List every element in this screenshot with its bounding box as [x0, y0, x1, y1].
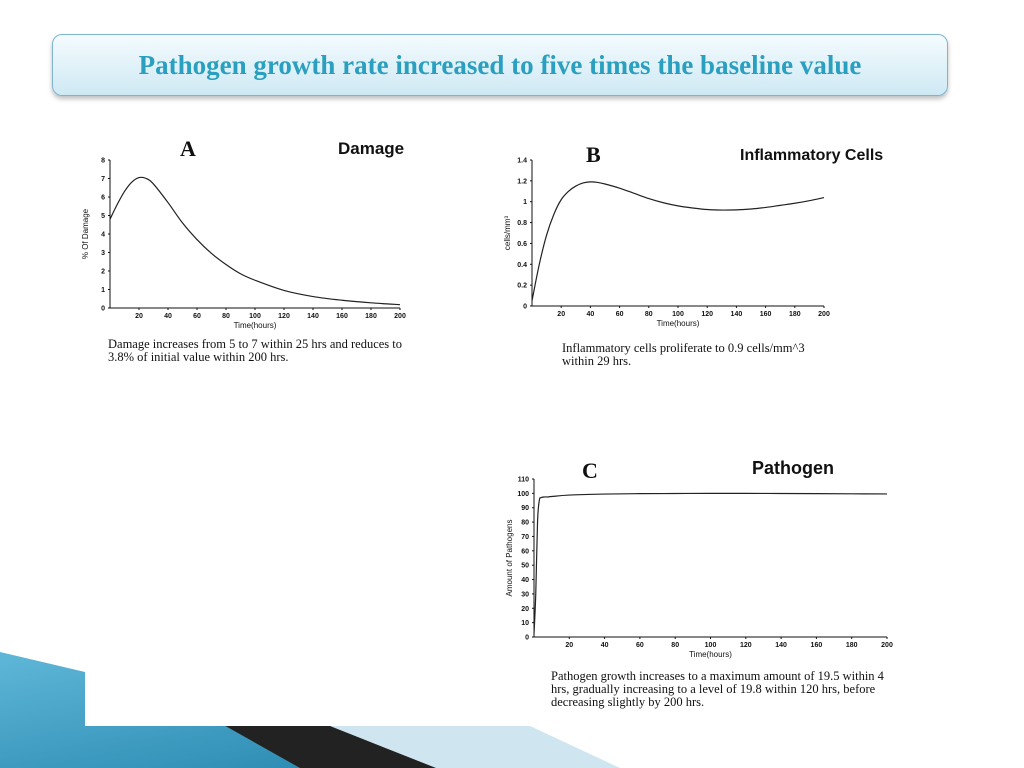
x-tick-label: 120: [701, 311, 713, 318]
x-tick-label: 160: [760, 311, 772, 318]
x-tick-label: 40: [601, 642, 609, 649]
x-tick-label: 80: [671, 642, 679, 649]
chart-panel-c: C Pathogen 0 10 20 30 40 50 60 70 80 90 100 110 20 40 60…: [494, 454, 904, 666]
panel-letter: A: [180, 136, 196, 161]
x-tick-label: 100: [705, 642, 717, 649]
y-tick-label: 1: [101, 287, 105, 294]
y-tick-label: 0.8: [517, 220, 527, 227]
x-tick-label: 180: [789, 311, 801, 318]
y-tick-label: 10: [521, 620, 529, 627]
y-tick-label: 60: [521, 548, 529, 555]
y-tick-label: 50: [521, 563, 529, 570]
y-tick-label: 0: [525, 635, 529, 642]
y-tick-label: 2: [101, 269, 105, 276]
slide-title-box: Pathogen growth rate increased to five t…: [52, 34, 948, 96]
y-tick-label: 100: [517, 491, 529, 498]
x-tick-label: 120: [740, 642, 752, 649]
series-line: [531, 181, 825, 301]
x-tick-label: 180: [365, 313, 377, 320]
decor-white-panel: [85, 600, 505, 726]
chart-panel-a: A Damage 0 1 2 3 4 5 6 7 8 20 40 60 80 100 120 140 160 180 2…: [80, 134, 420, 334]
y-tick-label: 80: [521, 520, 529, 527]
x-tick-label: 40: [164, 313, 172, 320]
y-axis-label: % Of Damage: [81, 208, 90, 259]
y-tick-label: 90: [521, 505, 529, 512]
y-tick-label: 0: [523, 304, 527, 311]
y-tick-label: 20: [521, 606, 529, 613]
y-tick-label: 30: [521, 591, 529, 598]
y-axis-label: cells/mm³: [503, 216, 512, 251]
x-tick-label: 100: [249, 313, 261, 320]
y-tick-label: 40: [521, 577, 529, 584]
x-tick-label: 20: [565, 642, 573, 649]
x-tick-label: 60: [616, 311, 624, 318]
x-tick-label: 200: [394, 313, 406, 320]
y-tick-label: 5: [101, 213, 105, 220]
x-tick-label: 120: [278, 313, 290, 320]
y-tick-label: 1.2: [517, 178, 527, 185]
chart-title: Damage: [338, 139, 404, 158]
x-tick-label: 180: [846, 642, 858, 649]
chart-title: Pathogen: [752, 458, 834, 478]
y-tick-label: 3: [101, 250, 105, 257]
y-tick-label: 110: [518, 477, 529, 484]
x-tick-label: 140: [775, 642, 787, 649]
x-tick-label: 140: [307, 313, 319, 320]
y-axis-label: Amount of Pathogens: [505, 520, 514, 597]
y-tick-label: 8: [101, 158, 105, 165]
y-tick-label: 1.4: [517, 158, 527, 165]
x-tick-label: 140: [731, 311, 743, 318]
x-tick-label: 60: [193, 313, 201, 320]
y-tick-label: 0.6: [517, 241, 527, 248]
y-tick-label: 7: [101, 176, 105, 183]
chart-svg-c: C Pathogen 0 10 20 30 40 50 60 70 80 90 100 110 20 40 60…: [505, 458, 893, 659]
y-tick-label: 0: [101, 306, 105, 313]
panel-letter: B: [586, 142, 601, 167]
panel-letter: C: [582, 458, 598, 483]
y-tick-label: 6: [101, 195, 105, 202]
chart-title: Inflammatory Cells: [740, 147, 883, 164]
chart-svg-a: A Damage 0 1 2 3 4 5 6 7 8 20 40 60 80 100 120 140 160 180 2…: [81, 136, 406, 330]
chart-svg-b: B Inflammatory Cells 0 0.2 0.4 0.6 0.8 1 1.2 1.4 2…: [503, 142, 883, 328]
x-axis-label: Time(hours): [657, 319, 700, 328]
x-tick-label: 160: [811, 642, 823, 649]
x-tick-label: 20: [135, 313, 143, 320]
series-line: [109, 176, 401, 306]
y-tick-label: 1: [523, 199, 527, 206]
x-axis-label: Time(hours): [689, 650, 732, 659]
caption-c: Pathogen growth increases to a maximum a…: [551, 669, 884, 709]
x-tick-label: 40: [587, 311, 595, 318]
x-tick-label: 60: [636, 642, 644, 649]
y-tick-label: 4: [101, 232, 105, 239]
y-tick-label: 0.4: [517, 262, 527, 269]
x-tick-label: 160: [336, 313, 348, 320]
x-tick-label: 20: [557, 311, 565, 318]
x-tick-label: 100: [672, 311, 684, 318]
x-tick-label: 200: [881, 642, 893, 649]
x-tick-label: 80: [222, 313, 230, 320]
decor-blue-wedge: [0, 652, 620, 768]
caption-a: Damage increases from 5 to 7 within 25 h…: [108, 337, 403, 364]
caption-b: Inflammatory cells proliferate to 0.9 ce…: [562, 341, 805, 368]
x-tick-label: 200: [818, 311, 830, 318]
slide-title: Pathogen growth rate increased to five t…: [138, 49, 862, 80]
y-tick-label: 70: [521, 534, 529, 541]
x-tick-label: 80: [645, 311, 653, 318]
y-tick-label: 0.2: [517, 283, 527, 290]
x-axis-label: Time(hours): [234, 321, 277, 330]
chart-panel-b: B Inflammatory Cells 0 0.2 0.4 0.6 0.8 1 1.2 1.4 2…: [496, 140, 883, 336]
series-line: [533, 492, 888, 635]
